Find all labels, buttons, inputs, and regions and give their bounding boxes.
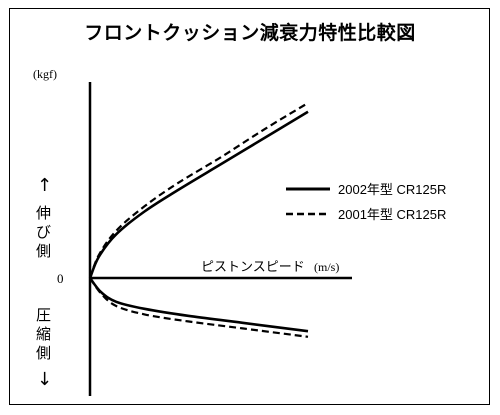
x-axis-label: ピストンスピード — [201, 260, 305, 275]
upper-arrow: ↑ — [37, 175, 52, 196]
lower-label-3: 側 — [36, 344, 51, 362]
series-2001-extension-line — [88, 102, 309, 279]
upper-label-3: 側 — [36, 242, 51, 260]
zero-label: 0 — [57, 271, 64, 286]
lower-arrow: ↓ — [37, 369, 52, 390]
y-unit-label: (kgf) — [33, 67, 57, 81]
legend-label-2002: 2002年型 CR125R — [338, 182, 446, 197]
series-2002-extension-line — [88, 110, 309, 279]
upper-label-2: び — [36, 223, 51, 241]
legend-label-2001: 2001年型 CR125R — [338, 207, 446, 222]
series-2001-compression-line — [89, 277, 309, 338]
chart-title: フロントクッション減衰力特性比較図 — [84, 22, 416, 44]
lower-label-2: 縮 — [36, 325, 51, 343]
x-unit-label: (m/s) — [314, 260, 339, 274]
lower-label-1: 圧 — [36, 306, 51, 324]
upper-label-1: 伸 — [36, 204, 51, 222]
